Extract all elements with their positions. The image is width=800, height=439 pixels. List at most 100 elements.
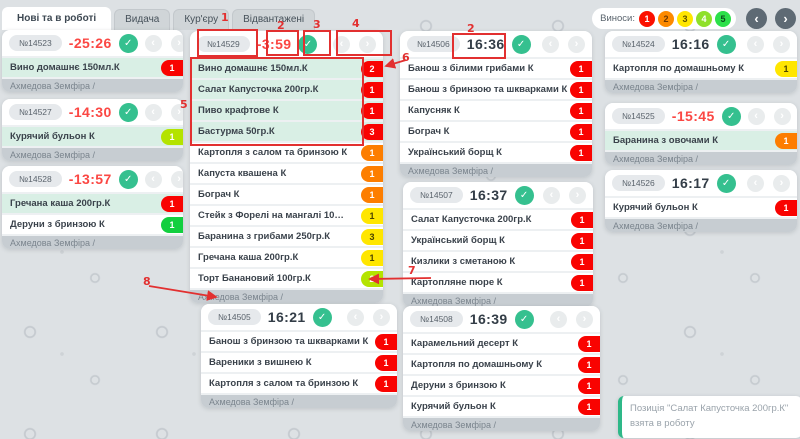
order-item-name: Український борщ К <box>408 147 502 158</box>
order-item[interactable]: Український борщ К 1 <box>403 231 593 250</box>
board-next-button[interactable]: › <box>775 8 796 29</box>
tab-item-1[interactable]: Видача <box>114 9 171 30</box>
top-bar: Нові та в роботі Видача Кур'єру Відвантажен… <box>0 0 800 30</box>
order-header: №14527 -14:30 ✓ ‹ › <box>2 99 183 125</box>
order-prev-button[interactable]: ‹ <box>747 35 764 53</box>
order-item[interactable]: Баранина з грибами 250гр.К 3 <box>190 227 383 246</box>
order-next-button[interactable]: › <box>359 35 376 53</box>
order-item-name: Салат Капусточка 200гр.К <box>198 84 319 95</box>
complete-order-button[interactable]: ✓ <box>118 169 138 189</box>
order-next-button[interactable]: › <box>773 107 791 125</box>
order-item[interactable]: Баранина з овочами К 1 <box>605 131 797 150</box>
order-item[interactable]: Бастурма 50гр.К 3 <box>190 122 383 141</box>
order-item-name: Вино домашнє 150мл.К <box>198 63 308 74</box>
order-nav: ‹ › <box>347 308 390 326</box>
order-prev-button[interactable]: ‹ <box>550 310 567 328</box>
complete-order-button[interactable]: ✓ <box>721 106 741 126</box>
order-item[interactable]: Салат Капусточка 200гр.К 1 <box>403 210 593 229</box>
order-item[interactable]: Курячий бульон К 1 <box>2 127 183 146</box>
order-item-name: Бастурма 50гр.К <box>198 126 275 137</box>
order-item[interactable]: Кизлики з сметаною К 1 <box>403 252 593 271</box>
chevron-right-icon: › <box>783 11 788 26</box>
takeout-level-1[interactable]: 1 <box>639 10 655 27</box>
order-item[interactable]: Вино домашнє 150мл.К 2 <box>190 59 383 78</box>
order-item[interactable]: Салат Капусточка 200гр.К 1 <box>190 80 383 99</box>
order-item[interactable]: Деруни з бринзою К 1 <box>2 215 183 234</box>
order-item[interactable]: Український борщ К 1 <box>400 143 592 162</box>
order-item[interactable]: Курячий бульон К 1 <box>403 397 600 416</box>
order-item-name: Карамельний десерт К <box>411 338 519 349</box>
order-next-button[interactable]: › <box>170 103 183 121</box>
order-prev-button[interactable]: ‹ <box>144 103 162 121</box>
order-prev-button[interactable]: ‹ <box>543 186 560 204</box>
order-item[interactable]: Пиво крафтове К 1 <box>190 101 383 120</box>
order-prev-button[interactable]: ‹ <box>347 308 364 326</box>
complete-order-button[interactable]: ✓ <box>514 185 534 205</box>
order-header: №14526 16:17 ✓ ‹ › <box>605 170 797 196</box>
order-item[interactable]: Курячий бульон К 1 <box>605 198 797 217</box>
order-next-button[interactable]: › <box>773 35 790 53</box>
waiter-name: Ахмедова Земфіра / <box>605 219 797 232</box>
order-item-name: Деруни з бринзою К <box>411 380 506 391</box>
takeout-level-3[interactable]: 3 <box>677 10 693 27</box>
order-next-button[interactable]: › <box>373 308 390 326</box>
complete-order-button[interactable]: ✓ <box>312 307 332 327</box>
order-next-button[interactable]: › <box>773 174 790 192</box>
order-item[interactable]: Банош з білими грибами К 1 <box>400 59 592 78</box>
order-timer: -15:45 <box>671 108 715 124</box>
order-nav: ‹ › <box>144 103 183 121</box>
order-prev-button[interactable]: ‹ <box>333 35 350 53</box>
complete-order-button[interactable]: ✓ <box>118 102 138 122</box>
quantity-badge: 1 <box>775 132 797 149</box>
order-nav: ‹ › <box>144 34 183 52</box>
order-item[interactable]: Вареники з вишнею К 1 <box>201 353 397 372</box>
order-item[interactable]: Картопляне пюре К 1 <box>403 273 593 292</box>
order-item[interactable]: Бограч К 1 <box>190 185 383 204</box>
order-item[interactable]: Стейк з Форелі на мангалі 10… 1 <box>190 206 383 225</box>
order-item[interactable]: Вино домашнє 150мл.К 1 <box>2 58 183 77</box>
order-item[interactable]: Деруни з бринзою К 1 <box>403 376 600 395</box>
complete-order-button[interactable]: ✓ <box>118 33 138 53</box>
order-prev-button[interactable]: ‹ <box>144 170 162 188</box>
tab-item-2[interactable]: Кур'єру <box>173 9 230 30</box>
order-prev-button[interactable]: ‹ <box>747 107 765 125</box>
order-prev-button[interactable]: ‹ <box>144 34 162 52</box>
tab-item-0[interactable]: Нові та в роботі <box>2 7 112 30</box>
order-item[interactable]: Картопля з салом та бринзою К 1 <box>201 374 397 393</box>
order-next-button[interactable]: › <box>170 34 183 52</box>
order-next-button[interactable]: › <box>576 310 593 328</box>
complete-order-button[interactable]: ✓ <box>298 34 318 54</box>
order-item[interactable]: Карамельний десерт К 1 <box>403 334 600 353</box>
complete-order-button[interactable]: ✓ <box>511 34 531 54</box>
order-item[interactable]: Гречана каша 200гр.К 1 <box>190 248 383 267</box>
order-item[interactable]: Капусняк К 1 <box>400 101 592 120</box>
order-item[interactable]: Картопля по домашньому К 1 <box>605 59 797 78</box>
complete-order-button[interactable]: ✓ <box>716 34 736 54</box>
order-next-button[interactable]: › <box>170 170 183 188</box>
order-next-button[interactable]: › <box>569 186 586 204</box>
complete-order-button[interactable]: ✓ <box>716 173 736 193</box>
order-prev-button[interactable]: ‹ <box>542 35 559 53</box>
takeout-level-5[interactable]: 5 <box>715 10 731 27</box>
order-next-button[interactable]: › <box>568 35 585 53</box>
order-item[interactable]: Торт Банановий 100гр.К 2 <box>190 269 383 288</box>
order-item[interactable]: Бограч К 1 <box>400 122 592 141</box>
tab-item-3[interactable]: Відвантажені <box>232 9 316 30</box>
takeout-level-2[interactable]: 2 <box>658 10 674 27</box>
takeout-level-4[interactable]: 4 <box>696 10 712 27</box>
order-item-name: Салат Капусточка 200гр.К <box>411 214 532 225</box>
order-item[interactable]: Картопля по домашньому К 1 <box>403 355 600 374</box>
board-prev-button[interactable]: ‹ <box>746 8 767 29</box>
quantity-badge: 1 <box>570 123 592 140</box>
order-nav: ‹ › <box>747 174 790 192</box>
order-item[interactable]: Картопля з салом та бринзою К 1 <box>190 143 383 162</box>
complete-order-button[interactable]: ✓ <box>514 309 534 329</box>
order-prev-button[interactable]: ‹ <box>747 174 764 192</box>
order-item[interactable]: Капуста квашена К 1 <box>190 164 383 183</box>
order-number: №14529 <box>197 36 250 52</box>
quantity-badge: 1 <box>571 253 593 270</box>
order-item[interactable]: Гречана каша 200гр.К 1 <box>2 194 183 213</box>
